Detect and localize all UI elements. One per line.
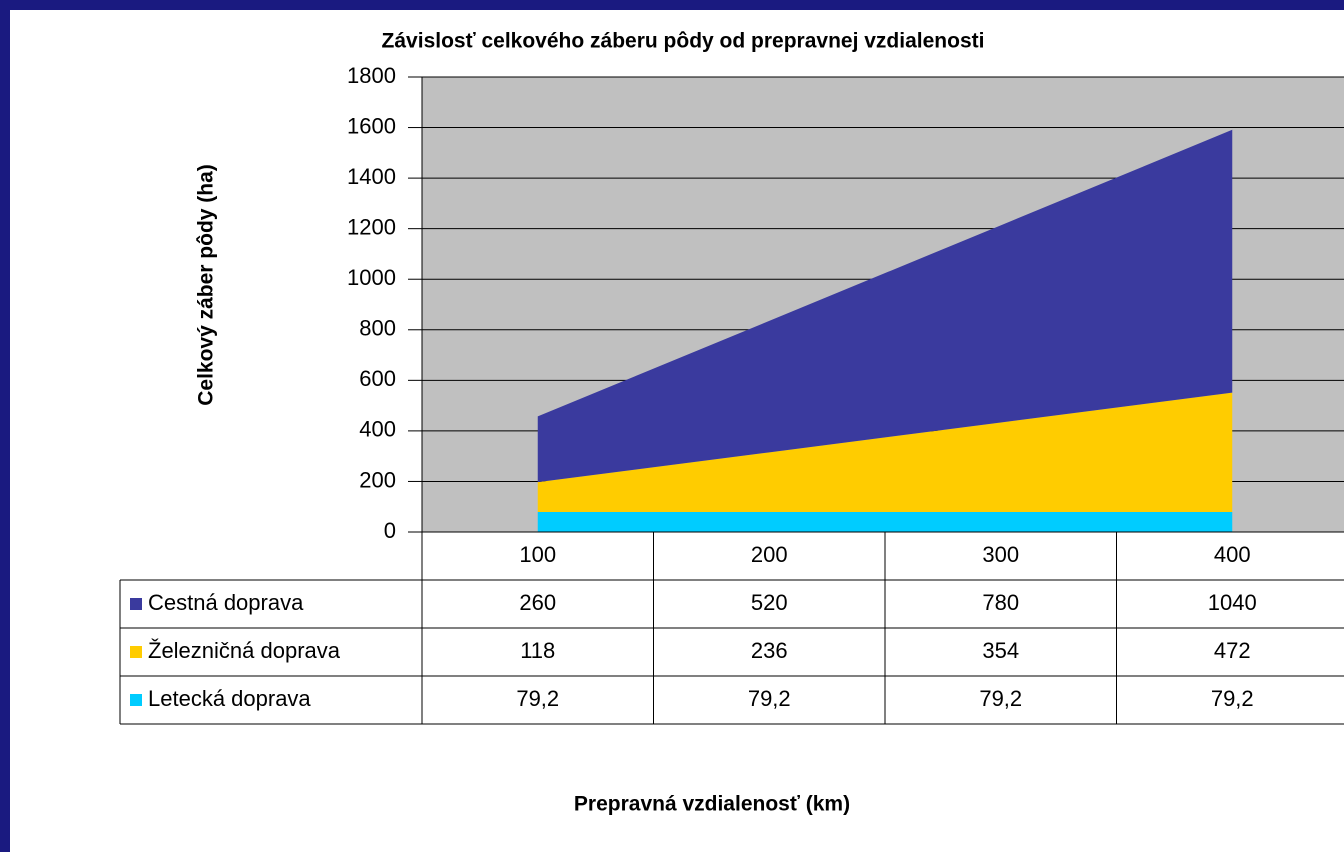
y-tick-label: 600 — [359, 366, 396, 391]
legend-swatch — [130, 646, 142, 658]
x-axis-label: Prepravná vzdialenosť (km) — [574, 793, 850, 816]
y-tick-label: 0 — [384, 518, 396, 543]
area — [537, 392, 1233, 512]
area — [537, 129, 1233, 483]
x-tick-label: 100 — [519, 542, 556, 567]
table-value: 472 — [1214, 638, 1251, 663]
legend-swatch — [130, 598, 142, 610]
table-value: 79,2 — [979, 686, 1022, 711]
y-tick-label: 1000 — [347, 265, 396, 290]
table-value: 79,2 — [1211, 686, 1254, 711]
table-value: 354 — [982, 638, 1019, 663]
y-tick-label: 1600 — [347, 113, 396, 138]
y-tick-label: 800 — [359, 316, 396, 341]
area — [537, 511, 1233, 532]
x-tick-label: 300 — [982, 542, 1019, 567]
y-axis-label: Celkový záber pôdy (ha) — [195, 164, 218, 406]
table-value: 520 — [751, 590, 788, 615]
table-value: 260 — [519, 590, 556, 615]
table-value: 1040 — [1208, 590, 1257, 615]
legend-swatch — [130, 694, 142, 706]
y-tick-label: 1400 — [347, 164, 396, 189]
x-tick-label: 400 — [1214, 542, 1251, 567]
legend-label: Železničná doprava — [148, 638, 341, 663]
table-value: 79,2 — [516, 686, 559, 711]
legend-label: Letecká doprava — [148, 686, 311, 711]
table-value: 79,2 — [748, 686, 791, 711]
table-value: 118 — [520, 638, 555, 663]
chart-title: Závislosť celkového záberu pôdy od prepr… — [382, 30, 985, 53]
table-value: 236 — [751, 638, 788, 663]
y-tick-label: 200 — [359, 467, 396, 492]
y-tick-label: 1800 — [347, 63, 396, 88]
x-tick-label: 200 — [751, 542, 788, 567]
y-tick-label: 400 — [359, 417, 396, 442]
legend-label: Cestná doprava — [148, 590, 304, 615]
table-value: 780 — [982, 590, 1019, 615]
y-tick-label: 1200 — [347, 214, 396, 239]
